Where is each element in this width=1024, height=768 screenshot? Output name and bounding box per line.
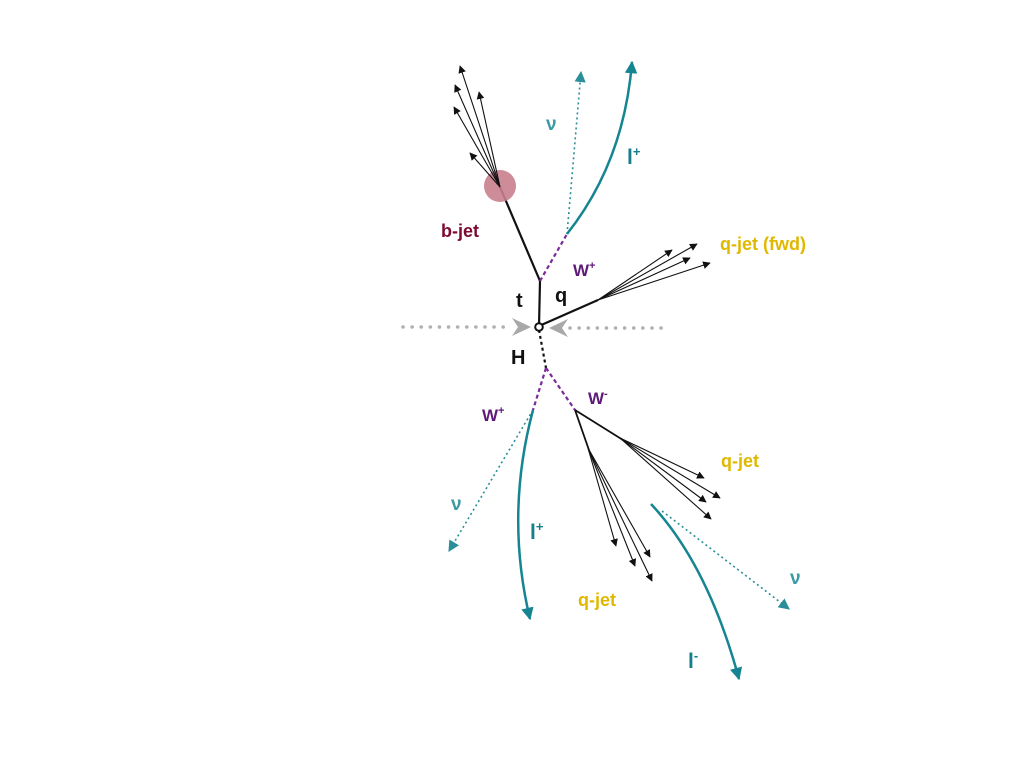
quark-label: q <box>555 285 567 307</box>
lower-qjet-track <box>587 447 637 567</box>
nu-top-line <box>566 70 586 235</box>
b-jet-label: b-jet <box>441 221 479 241</box>
w-minus-line <box>545 367 576 411</box>
lower-qjet-track <box>587 447 653 582</box>
w-plus-top-line <box>539 233 568 282</box>
lepton-plus-top-label: l+ <box>627 144 641 169</box>
beam-left-arrowhead <box>512 318 531 336</box>
w-plus-higgs-line <box>531 367 548 411</box>
qjet-fwd-label: q-jet (fwd) <box>720 234 806 254</box>
lower-qjet-track <box>587 447 651 558</box>
nu-top-label: ν <box>546 114 557 135</box>
labels: b-jet t q H W+ W+ W- ν ν ν l+ l+ l- q-je… <box>441 114 806 673</box>
nu-higgs-label: ν <box>451 494 462 515</box>
b-quark-line <box>498 186 542 282</box>
higgs-line <box>537 329 548 369</box>
beam-lines <box>401 318 664 337</box>
lepton-plus-higgs-label: l+ <box>530 519 544 544</box>
forward-jet-track <box>597 261 711 301</box>
higgs-label: H <box>511 347 525 369</box>
top-branch <box>453 60 638 327</box>
lepton-minus-label: l- <box>688 648 698 673</box>
upper-qjet-track <box>619 437 705 479</box>
lepton-minus-line <box>650 503 743 681</box>
top-label: t <box>516 290 523 312</box>
nu-right-label: ν <box>790 568 801 589</box>
lepton-plus-top-line <box>566 60 638 235</box>
upper-qjet-track <box>619 437 707 503</box>
w-minus-quark-lower-line <box>574 409 591 454</box>
b-jet-tracks <box>453 65 501 188</box>
forward-quark-line <box>538 298 599 328</box>
beam-right-arrowhead <box>549 319 568 337</box>
lower-qjet-tracks <box>587 447 653 582</box>
w-plus-higgs-label: W+ <box>482 405 504 425</box>
w-minus-quark-upper-line <box>574 409 624 441</box>
nu-higgs-line <box>448 409 534 552</box>
lepton-plus-higgs-line <box>516 409 535 621</box>
qjet-lower-label: q-jet <box>578 590 616 610</box>
upper-qjet-tracks <box>619 437 721 520</box>
forward-jet-track <box>597 257 691 301</box>
b-jet-track <box>476 91 501 188</box>
lower-qjet-track <box>587 447 618 547</box>
nu-right-line <box>661 510 790 610</box>
upper-qjet-track <box>619 437 721 499</box>
forward-jet-track <box>597 249 673 301</box>
forward-jet-track <box>597 243 698 301</box>
w-plus-top-label: W+ <box>573 260 595 280</box>
qjet-upper-label: q-jet <box>721 451 759 471</box>
forward-jet-tracks <box>597 243 711 301</box>
b-jet-track <box>453 106 501 188</box>
b-jet-track <box>469 152 501 188</box>
b-jet-track <box>458 65 501 188</box>
w-minus-label: W- <box>588 388 608 408</box>
upper-qjet-track <box>619 437 712 520</box>
interaction-vertex <box>534 322 544 332</box>
higgs-branch <box>448 329 790 681</box>
top-quark-line <box>537 280 542 327</box>
forward-quark-branch <box>538 243 711 328</box>
b-jet-track <box>454 84 501 188</box>
